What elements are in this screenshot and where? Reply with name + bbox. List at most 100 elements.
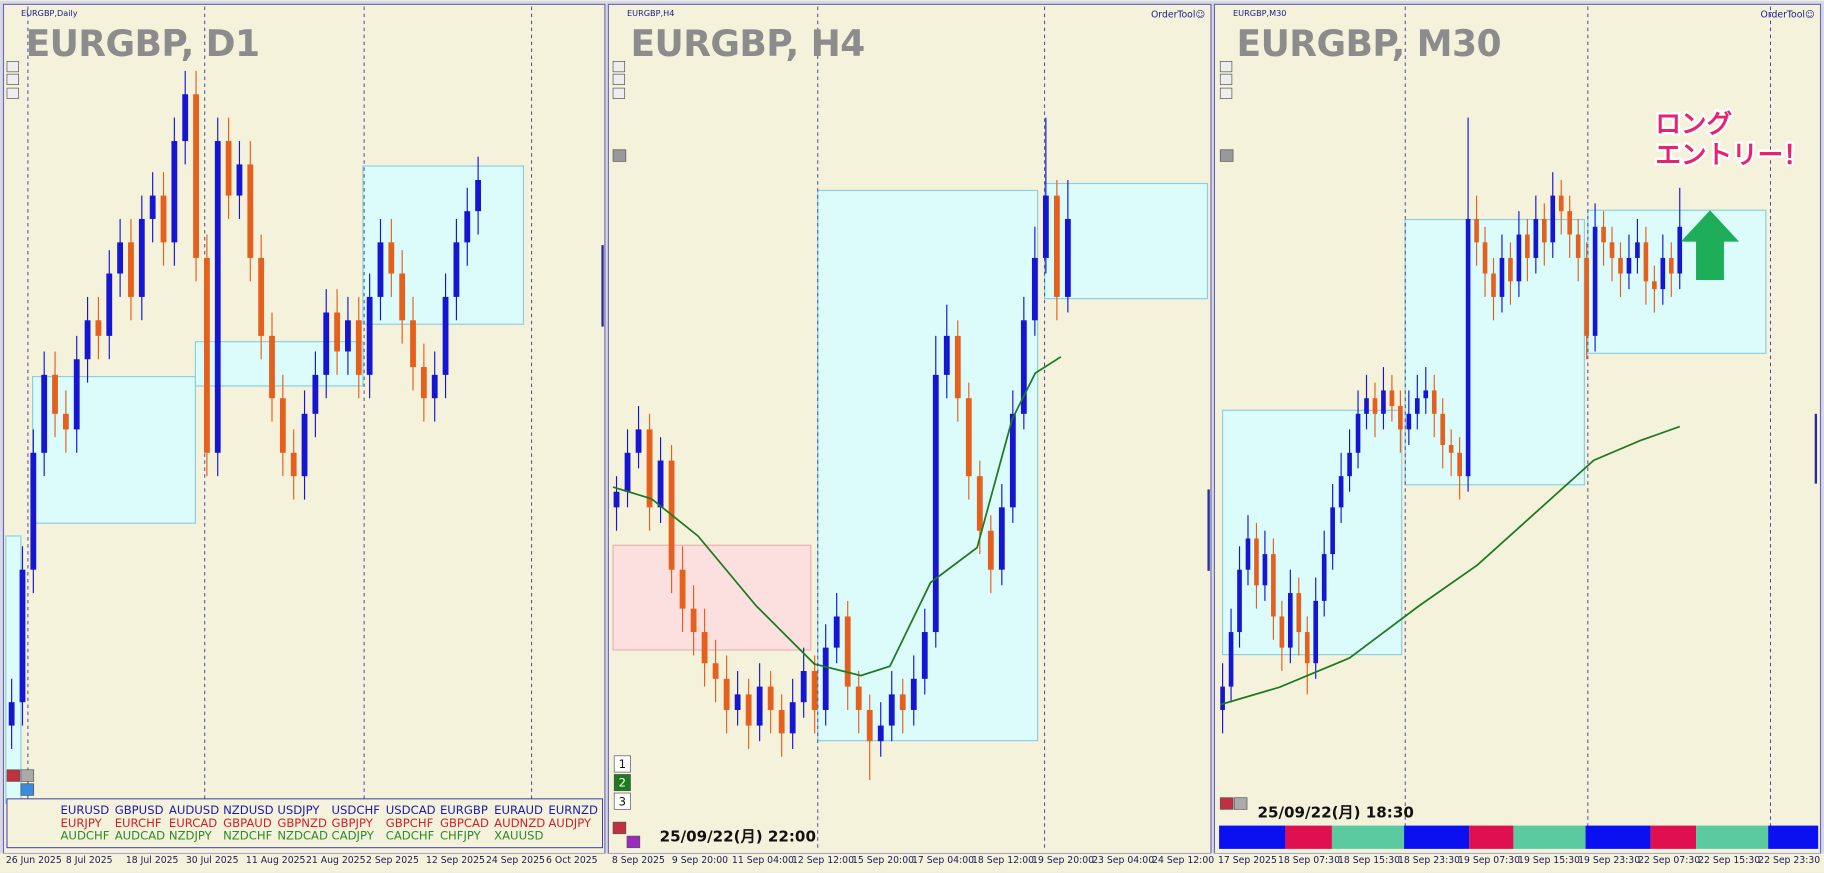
candle-body — [679, 569, 686, 609]
pair-link[interactable]: GBPNZD — [277, 816, 327, 830]
candle-body — [399, 273, 406, 321]
tf-button-label[interactable]: 2 — [619, 776, 626, 790]
button[interactable] — [6, 769, 21, 782]
side-buttons[interactable] — [6, 60, 1248, 849]
entry-arrow — [1680, 210, 1740, 281]
candle-body — [334, 312, 340, 352]
candle-body — [1053, 195, 1060, 297]
pair-link[interactable]: CADJPY — [332, 829, 375, 843]
candle-body — [30, 452, 37, 570]
pair-link[interactable]: USDJPY — [277, 803, 320, 817]
button[interactable] — [20, 769, 35, 782]
pair-link[interactable]: GBPCHF — [386, 816, 434, 830]
candle-body — [1465, 218, 1471, 477]
pair-link[interactable]: NZDJPY — [169, 829, 213, 843]
pair-link[interactable]: NZDUSD — [223, 803, 273, 817]
pair-link[interactable]: GBPCAD — [440, 816, 489, 830]
button[interactable] — [20, 783, 35, 796]
button[interactable] — [1219, 73, 1233, 85]
candle-body — [1491, 273, 1496, 297]
candle-body — [1271, 554, 1276, 617]
scroll-marker — [1814, 413, 1818, 484]
candle-body — [453, 242, 460, 297]
chart-title: EURGBP, H4 — [630, 23, 864, 65]
button[interactable] — [1219, 797, 1234, 810]
tf-button[interactable] — [613, 774, 631, 792]
moving-average — [612, 356, 1062, 677]
pair-link[interactable]: XAUUSD — [494, 829, 543, 843]
candle-body — [290, 452, 297, 477]
candle-body — [1347, 452, 1352, 477]
button[interactable] — [1219, 149, 1234, 162]
pair-link[interactable]: EURNZD — [548, 803, 598, 817]
candle-body — [160, 195, 167, 243]
candle-body — [954, 335, 961, 399]
candles-h4 — [613, 117, 1071, 781]
button[interactable] — [1233, 797, 1248, 810]
candle-body — [1592, 226, 1598, 336]
tf-button[interactable] — [613, 755, 631, 773]
button[interactable] — [612, 73, 626, 85]
pair-link[interactable]: GBPUSD — [115, 803, 164, 817]
pair-link[interactable]: EURUSD — [60, 803, 109, 817]
candle-body — [1567, 211, 1573, 235]
date-label: 23 Sep 04:00 — [1092, 855, 1154, 866]
tf-button-label[interactable]: 1 — [619, 757, 626, 771]
timeframe-buttons[interactable]: 1 2 3 — [613, 755, 631, 810]
candle-body — [41, 374, 48, 453]
pair-link[interactable]: USDCHF — [332, 803, 381, 817]
pair-link[interactable]: NZDCHF — [223, 829, 272, 843]
date-label: 22 Sep 07:30 — [1638, 855, 1700, 866]
pair-link[interactable]: USDCAD — [386, 803, 436, 817]
candle-body — [1389, 390, 1395, 407]
candle-body — [1635, 242, 1640, 258]
button[interactable] — [6, 87, 19, 99]
candle-body — [921, 632, 928, 679]
button[interactable] — [612, 821, 627, 835]
pair-link[interactable]: GBPAUD — [223, 816, 272, 830]
pair-selector — [6, 798, 604, 849]
pair-link[interactable]: GBPJPY — [332, 816, 374, 830]
candle-body — [62, 413, 69, 430]
candle-body — [1440, 413, 1446, 445]
tf-button-label[interactable]: 3 — [619, 794, 626, 808]
button[interactable] — [626, 835, 641, 849]
symbol-label: EURGBP,M30 — [1233, 8, 1286, 18]
pair-link[interactable]: EURCAD — [169, 816, 217, 830]
pair-link[interactable]: EURAUD — [494, 803, 543, 817]
pair-link[interactable]: EURGBP — [440, 803, 488, 817]
candle-body — [1364, 398, 1369, 414]
candle-body — [833, 616, 840, 648]
candle-body — [1482, 242, 1488, 274]
pair-link[interactable]: AUDCHF — [60, 829, 109, 843]
pair-link[interactable]: EURJPY — [60, 816, 102, 830]
candle-body — [1652, 281, 1657, 290]
button[interactable] — [1219, 87, 1233, 99]
pair-list[interactable]: EURUSD GBPUSD AUDUSD NZDUSD USDJPY USDCHF USDC… — [60, 803, 597, 843]
tf-button[interactable] — [613, 792, 631, 810]
scroll-marker — [601, 245, 604, 327]
pair-link[interactable]: NZDCAD — [277, 829, 328, 843]
button[interactable] — [612, 149, 627, 162]
pair-link[interactable]: CHFJPY — [440, 829, 482, 843]
button[interactable] — [6, 73, 19, 85]
date-label: 22 Sep 23:30 — [1758, 855, 1820, 866]
candle-body — [624, 452, 631, 492]
candle-body — [312, 374, 319, 414]
order-tool[interactable]: OrderTool☺ — [1761, 9, 1815, 20]
candle-body — [1541, 218, 1547, 243]
order-tool[interactable]: OrderTool☺ — [1151, 9, 1205, 20]
candle-body — [84, 320, 91, 360]
pair-link[interactable]: AUDCAD — [115, 829, 165, 843]
pair-link[interactable]: CADCHF — [386, 829, 435, 843]
date-label: 30 Jul 2025 — [186, 855, 239, 866]
pair-link[interactable]: AUDNZD — [494, 816, 545, 830]
button[interactable] — [6, 60, 19, 73]
button[interactable] — [612, 60, 626, 73]
button[interactable] — [1219, 60, 1233, 73]
button[interactable] — [612, 87, 626, 99]
pair-link[interactable]: AUDUSD — [169, 803, 219, 817]
symbol-label: EURGBP,H4 — [627, 8, 674, 18]
pair-link[interactable]: AUDJPY — [548, 816, 592, 830]
pair-link[interactable]: EURCHF — [115, 816, 162, 830]
